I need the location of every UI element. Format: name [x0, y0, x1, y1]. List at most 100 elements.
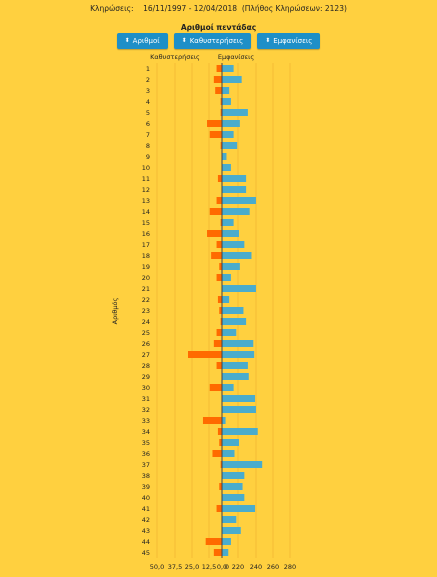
sort-by-appearances-button[interactable]: ⬍ Εμφανίσεις	[257, 33, 321, 49]
chart-title: Αριθμοί πεντάδας	[180, 23, 257, 32]
category-label: 8	[146, 142, 150, 150]
category-label: 32	[142, 406, 150, 414]
category-label: 41	[142, 505, 150, 513]
appearance-bar	[222, 472, 245, 479]
category-label: 45	[142, 549, 150, 557]
appearance-bar	[222, 329, 237, 336]
appearance-bar	[222, 142, 238, 149]
appearance-tick-label: 260	[267, 563, 279, 571]
category-label: 9	[146, 153, 150, 161]
delay-bar	[213, 340, 222, 347]
appearance-tick-label: 0	[225, 563, 229, 571]
appearance-bar	[222, 362, 248, 369]
category-label: 28	[142, 362, 150, 370]
sort-button-row: ⬍ Αριθμοί ⬍ Καθυστερήσεις ⬍ Εμφανίσεις	[0, 33, 437, 49]
delay-bar	[219, 263, 222, 270]
category-label: 16	[142, 230, 150, 238]
category-label: 34	[142, 428, 150, 436]
delay-bar	[213, 549, 222, 556]
category-label: 29	[142, 373, 150, 381]
delay-tick-label: 0,0	[217, 563, 227, 571]
category-label: 33	[142, 417, 150, 425]
category-label: 14	[142, 208, 150, 216]
appearance-bar	[222, 76, 242, 83]
category-label: 44	[142, 538, 150, 546]
appearance-bar	[222, 406, 256, 413]
sort-by-number-label: Αριθμοί	[132, 37, 160, 45]
appearance-bar	[222, 516, 237, 523]
category-label: 10	[142, 164, 150, 172]
category-label: 37	[142, 461, 150, 469]
draws-count: (Πλήθος Κληρώσεων: 2123)	[241, 4, 347, 13]
appearance-bar	[222, 164, 231, 171]
draws-label: Κληρώσεις:	[90, 4, 134, 13]
appearance-bar	[222, 461, 263, 468]
appearance-bar	[222, 87, 230, 94]
category-label: 18	[142, 252, 150, 260]
appearance-bar	[222, 98, 231, 105]
appearance-bar	[222, 285, 256, 292]
appearance-bar	[222, 417, 226, 424]
delay-bar	[219, 483, 222, 490]
appearance-bar	[222, 351, 255, 358]
y-axis-title: Αριθμός	[111, 297, 119, 324]
category-label: 27	[142, 351, 150, 359]
delay-bar	[215, 87, 222, 94]
appearance-bar	[222, 175, 247, 182]
sort-by-number-button[interactable]: ⬍ Αριθμοί	[116, 33, 168, 49]
delay-bar	[219, 307, 222, 314]
category-label: 22	[142, 296, 150, 304]
appearance-bar	[222, 153, 227, 160]
category-label: 20	[142, 274, 150, 282]
category-label: 36	[142, 450, 150, 458]
appearance-bar	[222, 395, 256, 402]
category-label: 24	[142, 318, 150, 326]
delay-bar	[220, 461, 222, 468]
category-label: 19	[142, 263, 150, 271]
sort-by-appearances-label: Εμφανίσεις	[273, 37, 313, 45]
category-label: 6	[146, 120, 150, 128]
appearance-bar	[222, 131, 234, 138]
delay-bar	[188, 351, 222, 358]
appearance-bar	[222, 219, 234, 226]
appearance-bar	[222, 307, 244, 314]
appearance-bar	[222, 296, 230, 303]
category-label: 5	[146, 109, 150, 117]
delay-bar	[213, 76, 222, 83]
appearance-bar	[222, 318, 247, 325]
category-label: 39	[142, 483, 150, 491]
appearance-bar	[222, 439, 239, 446]
delay-bar	[212, 450, 222, 457]
category-label: 31	[142, 395, 150, 403]
category-label: 21	[142, 285, 150, 293]
appearance-bar	[222, 340, 254, 347]
sort-by-delays-button[interactable]: ⬍ Καθυστερήσεις	[173, 33, 252, 49]
delay-bar	[207, 120, 222, 127]
appearance-bar	[222, 186, 247, 193]
delay-bar	[217, 175, 222, 182]
delay-bar	[209, 384, 222, 391]
appearance-bar	[222, 505, 256, 512]
appearance-bar	[222, 241, 245, 248]
category-label: 35	[142, 439, 150, 447]
delay-bar	[216, 329, 222, 336]
appearance-tick-label: 280	[284, 563, 296, 571]
sort-arrows-icon: ⬍	[265, 37, 271, 44]
delay-bar	[216, 362, 222, 369]
delay-tick-label: 12,5	[202, 563, 216, 571]
appearance-tick-label: 240	[250, 563, 262, 571]
category-label: 17	[142, 241, 150, 249]
category-label: 7	[146, 131, 150, 139]
appearance-bar	[222, 263, 240, 270]
delay-bar	[205, 538, 222, 545]
appearance-bar	[222, 120, 240, 127]
appearance-bar	[222, 230, 239, 237]
category-label: 12	[142, 186, 150, 194]
sort-arrows-icon: ⬍	[124, 37, 130, 44]
delay-bar	[217, 428, 222, 435]
appearance-bar	[222, 109, 248, 116]
category-label: 25	[142, 329, 150, 337]
delay-bar	[202, 417, 222, 424]
date-range: 16/11/1997 - 12/04/2018	[143, 4, 238, 13]
